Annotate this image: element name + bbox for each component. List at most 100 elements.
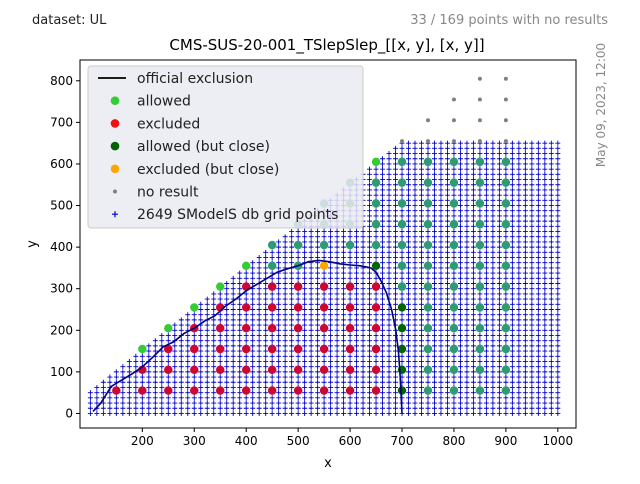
db-grid-point [464, 369, 470, 375]
db-grid-point [431, 244, 437, 250]
db-grid-point [289, 358, 295, 364]
db-grid-point [159, 364, 165, 370]
db-grid-point [178, 338, 184, 344]
db-grid-point [399, 255, 405, 261]
db-grid-point [470, 239, 476, 245]
db-grid-point [302, 395, 308, 401]
db-grid-point [295, 234, 301, 240]
db-grid-point [535, 379, 541, 385]
db-grid-point [159, 348, 165, 354]
db-grid-point [522, 395, 528, 401]
x-tick-label: 900 [494, 434, 517, 448]
db-grid-point [237, 322, 243, 328]
db-grid-point [380, 327, 386, 333]
db-grid-point [412, 166, 418, 172]
db-grid-point [341, 338, 347, 344]
allowed-point-overlay [397, 282, 407, 291]
db-grid-point [516, 374, 522, 380]
db-grid-point [399, 151, 405, 157]
db-grid-point [496, 291, 502, 297]
db-grid-point [464, 166, 470, 172]
db-grid-point [165, 358, 171, 364]
db-grid-point [509, 301, 515, 307]
db-grid-point [457, 332, 463, 338]
db-grid-point [418, 317, 424, 323]
allowed-close-point [371, 261, 381, 271]
db-grid-point [418, 197, 424, 203]
db-grid-point [334, 364, 340, 370]
db-grid-point [172, 410, 178, 416]
db-grid-point [289, 260, 295, 266]
db-grid-point [438, 260, 444, 266]
db-grid-point [522, 249, 528, 255]
db-grid-point [354, 249, 360, 255]
no-result-point [477, 139, 482, 144]
db-grid-point [315, 270, 321, 276]
db-grid-point [555, 192, 561, 198]
db-grid-point [490, 260, 496, 266]
db-grid-point [360, 234, 366, 240]
db-grid-point [464, 348, 470, 354]
db-grid-point [334, 312, 340, 318]
db-grid-point [315, 229, 321, 235]
db-grid-point [418, 213, 424, 219]
db-grid-point [412, 208, 418, 214]
db-grid-point [490, 187, 496, 193]
allowed-point-overlay [397, 261, 407, 271]
db-grid-point [457, 192, 463, 198]
db-grid-point [412, 192, 418, 198]
db-grid-point [412, 384, 418, 390]
db-grid-point [535, 410, 541, 416]
db-grid-point [496, 348, 502, 354]
db-grid-point [334, 317, 340, 323]
db-grid-point [444, 161, 450, 167]
db-grid-point [431, 317, 437, 323]
db-grid-point [509, 358, 515, 364]
db-grid-point [522, 322, 528, 328]
db-grid-point [412, 327, 418, 333]
db-grid-point [555, 306, 561, 312]
db-grid-point [542, 390, 548, 396]
db-grid-point [431, 296, 437, 302]
db-grid-point [490, 156, 496, 162]
db-grid-point [360, 322, 366, 328]
db-grid-point [470, 192, 476, 198]
db-grid-point [431, 369, 437, 375]
db-grid-point [425, 338, 431, 344]
allowed-point-overlay [423, 303, 433, 312]
db-grid-point [522, 353, 528, 359]
db-grid-point [380, 249, 386, 255]
db-grid-point [483, 410, 489, 416]
db-grid-point [438, 338, 444, 344]
db-grid-point [282, 249, 288, 255]
db-grid-point [393, 374, 399, 380]
db-grid-point [412, 270, 418, 276]
db-grid-point [250, 327, 256, 333]
db-grid-point [172, 327, 178, 333]
db-grid-point [334, 265, 340, 271]
db-grid-point [516, 384, 522, 390]
db-grid-point [373, 192, 379, 198]
db-grid-point [496, 249, 502, 255]
db-grid-point [315, 374, 321, 380]
db-grid-point [328, 286, 334, 292]
db-grid-point [444, 405, 450, 411]
db-grid-point [237, 306, 243, 312]
legend-label: 2649 SModelS db grid points [137, 207, 338, 223]
db-grid-point [444, 156, 450, 162]
db-grid-point [367, 208, 373, 214]
db-grid-point [425, 317, 431, 323]
db-grid-point [548, 369, 554, 375]
db-grid-point [302, 327, 308, 333]
db-grid-point [496, 223, 502, 229]
db-grid-point [302, 343, 308, 349]
db-grid-point [341, 405, 347, 411]
db-grid-point [308, 306, 314, 312]
db-grid-point [412, 244, 418, 250]
db-grid-point [230, 286, 236, 292]
db-grid-point [367, 358, 373, 364]
db-grid-point [126, 405, 132, 411]
allowed-point-overlay [345, 240, 355, 250]
db-grid-point [555, 364, 561, 370]
official-exclusion-line [92, 259, 403, 414]
